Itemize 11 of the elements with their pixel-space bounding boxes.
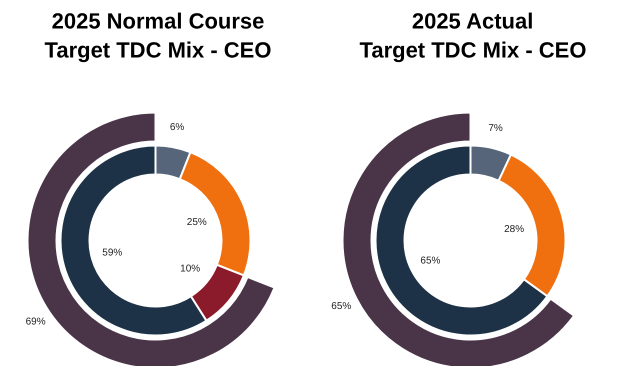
data-label: 7% — [488, 122, 503, 134]
chart-title: 2025 Actual Target TDC Mix - CEO — [360, 8, 586, 62]
data-label: 10% — [180, 264, 200, 275]
data-label: 6% — [170, 122, 184, 134]
data-label: 69% — [26, 316, 46, 328]
chart-title: 2025 Normal Course Target TDC Mix - CEO — [44, 8, 272, 62]
data-label: 65% — [331, 300, 352, 312]
data-label: 59% — [102, 248, 122, 259]
data-label: 65% — [420, 255, 441, 266]
data-label: 28% — [504, 224, 524, 235]
data-label: 25% — [186, 217, 207, 228]
